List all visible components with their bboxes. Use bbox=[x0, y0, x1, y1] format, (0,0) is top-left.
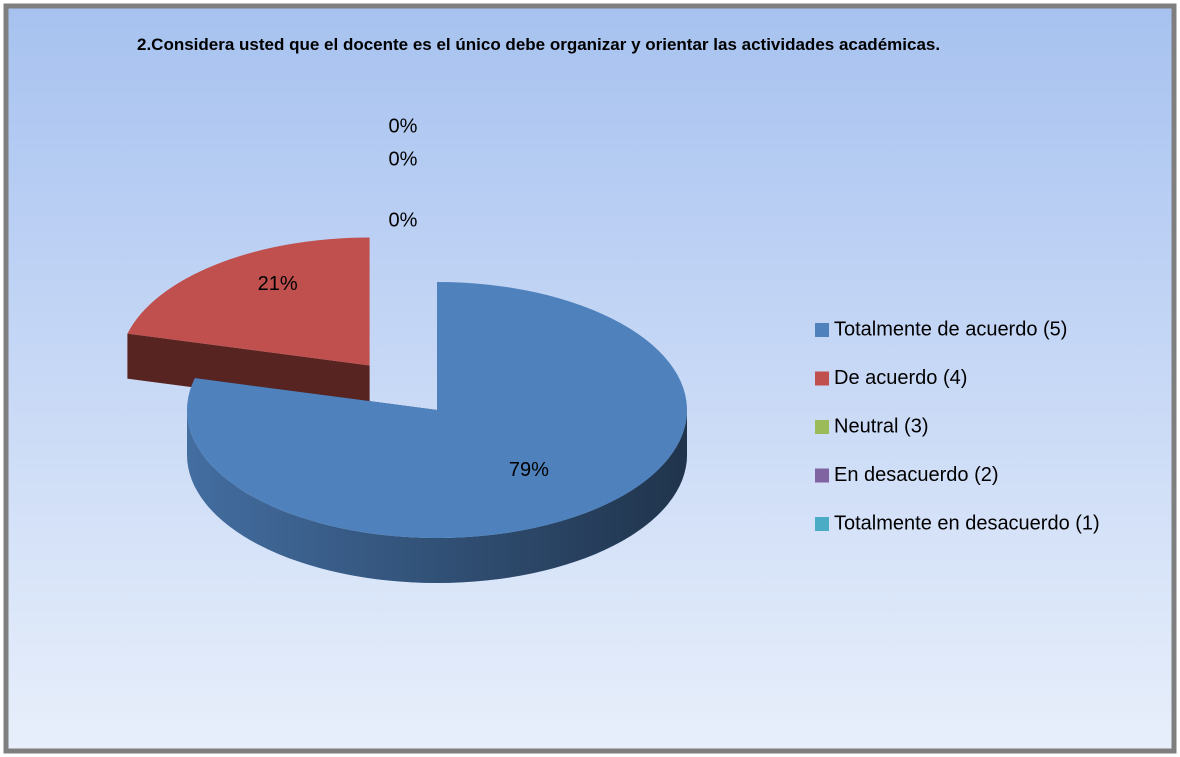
data-label: 0% bbox=[389, 148, 418, 170]
chart-title: 2.Considera usted que el docente es el ú… bbox=[137, 35, 941, 54]
data-label: 79% bbox=[509, 459, 549, 481]
slice-wall-shade bbox=[127, 333, 370, 411]
legend-swatch bbox=[815, 323, 829, 337]
data-label: 0% bbox=[389, 209, 418, 231]
legend-swatch bbox=[815, 517, 829, 531]
legend-label: Totalmente de acuerdo (5) bbox=[834, 318, 1067, 340]
slice bbox=[186, 282, 688, 539]
legend-swatch bbox=[815, 468, 829, 483]
slice bbox=[127, 237, 370, 366]
legend-label: Neutral (3) bbox=[834, 415, 928, 437]
legend-label: En desacuerdo (2) bbox=[834, 464, 999, 486]
legend-swatch bbox=[815, 420, 829, 434]
legend-label: De acuerdo (4) bbox=[834, 367, 967, 389]
slice-side-shade bbox=[187, 410, 687, 583]
data-label: 21% bbox=[258, 273, 298, 295]
data-label: 0% bbox=[389, 115, 418, 137]
legend-label: Totalmente en desacuerdo (1) bbox=[834, 512, 1100, 534]
legend-swatch bbox=[815, 371, 829, 386]
